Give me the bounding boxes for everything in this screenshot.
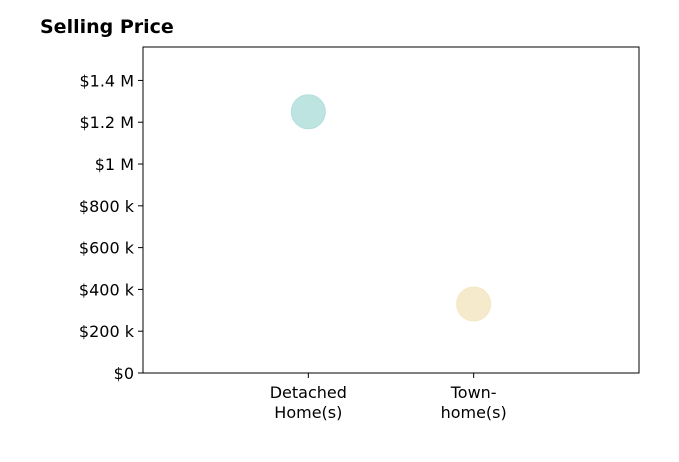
x-tick-label: Detached Home(s) bbox=[270, 383, 347, 422]
y-tick-label: $1.2 M bbox=[79, 113, 134, 132]
scatter-point bbox=[290, 94, 326, 130]
y-tick-label: $0 bbox=[114, 364, 134, 383]
x-axis-ticks: Detached Home(s) Town-home(s) bbox=[270, 373, 507, 422]
scatter-point bbox=[456, 286, 492, 322]
y-tick-label: $1 M bbox=[95, 155, 134, 174]
plot-area-frame bbox=[142, 46, 640, 374]
x-tick-label: Town-home(s) bbox=[441, 383, 507, 422]
y-tick-label: $200 k bbox=[79, 322, 135, 341]
y-tick-label: $800 k bbox=[79, 197, 135, 216]
chart-title: Selling Price bbox=[40, 16, 174, 38]
y-axis-ticks: $0 $200 k $400 k $600 k $800 k $1 M $1.2 M $1.4… bbox=[79, 71, 143, 383]
y-tick-label: $400 k bbox=[79, 280, 135, 299]
y-tick-label: $1.4 M bbox=[79, 71, 134, 90]
y-tick-label: $600 k bbox=[79, 239, 135, 258]
data-points bbox=[290, 94, 492, 322]
